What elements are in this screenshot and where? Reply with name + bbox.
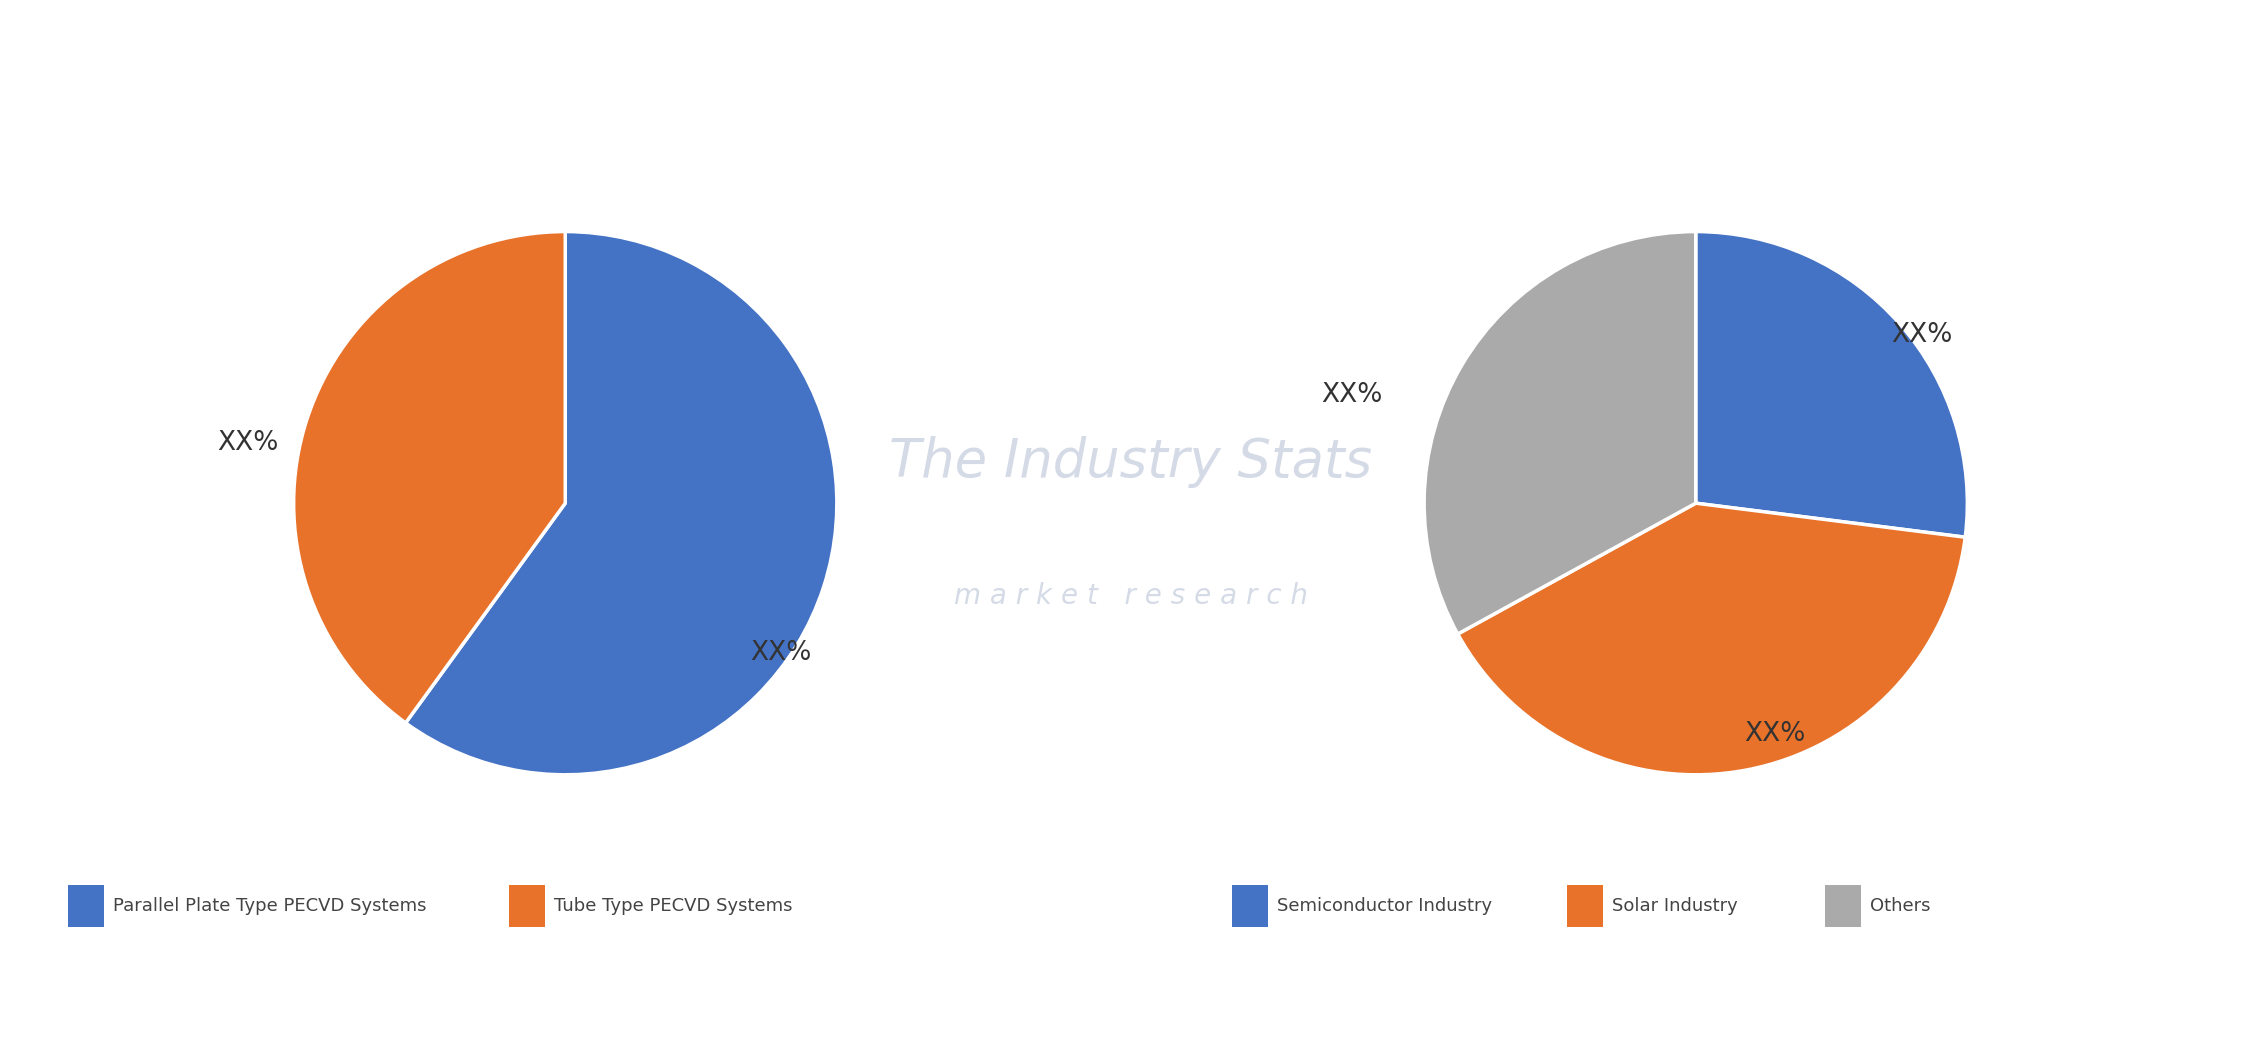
Text: Solar Industry: Solar Industry	[1612, 897, 1739, 916]
Text: Parallel Plate Type PECVD Systems: Parallel Plate Type PECVD Systems	[113, 897, 427, 916]
FancyBboxPatch shape	[1232, 885, 1268, 927]
Text: Tube Type PECVD Systems: Tube Type PECVD Systems	[554, 897, 791, 916]
Wedge shape	[1696, 231, 1967, 538]
Text: m a r k e t   r e s e a r c h: m a r k e t r e s e a r c h	[954, 582, 1307, 610]
Text: XX%: XX%	[1890, 322, 1954, 347]
Text: XX%: XX%	[217, 431, 278, 456]
Text: XX%: XX%	[751, 640, 812, 665]
Text: XX%: XX%	[1745, 721, 1807, 747]
Text: Website: www.theindustrystats.com: Website: www.theindustrystats.com	[1820, 998, 2220, 1017]
Text: Source: Theindustrystats Analysis: Source: Theindustrystats Analysis	[41, 998, 416, 1017]
Text: Fig. Global Plasma Enhanced Chemical Vapor Deposition (PECVD) System Market Shar: Fig. Global Plasma Enhanced Chemical Vap…	[41, 36, 1513, 62]
Wedge shape	[1458, 503, 1965, 775]
FancyBboxPatch shape	[1825, 885, 1861, 927]
FancyBboxPatch shape	[509, 885, 545, 927]
FancyBboxPatch shape	[1567, 885, 1603, 927]
Wedge shape	[1424, 231, 1696, 634]
Text: Others: Others	[1870, 897, 1931, 916]
Text: The Industry Stats: The Industry Stats	[889, 436, 1372, 488]
Text: Types & Application: Types & Application	[41, 110, 335, 136]
Text: Email: sales@theindustrystats.com: Email: sales@theindustrystats.com	[938, 998, 1323, 1017]
Wedge shape	[294, 231, 565, 723]
Text: XX%: XX%	[1320, 381, 1381, 408]
Wedge shape	[405, 231, 837, 775]
Text: Semiconductor Industry: Semiconductor Industry	[1277, 897, 1492, 916]
FancyBboxPatch shape	[68, 885, 104, 927]
